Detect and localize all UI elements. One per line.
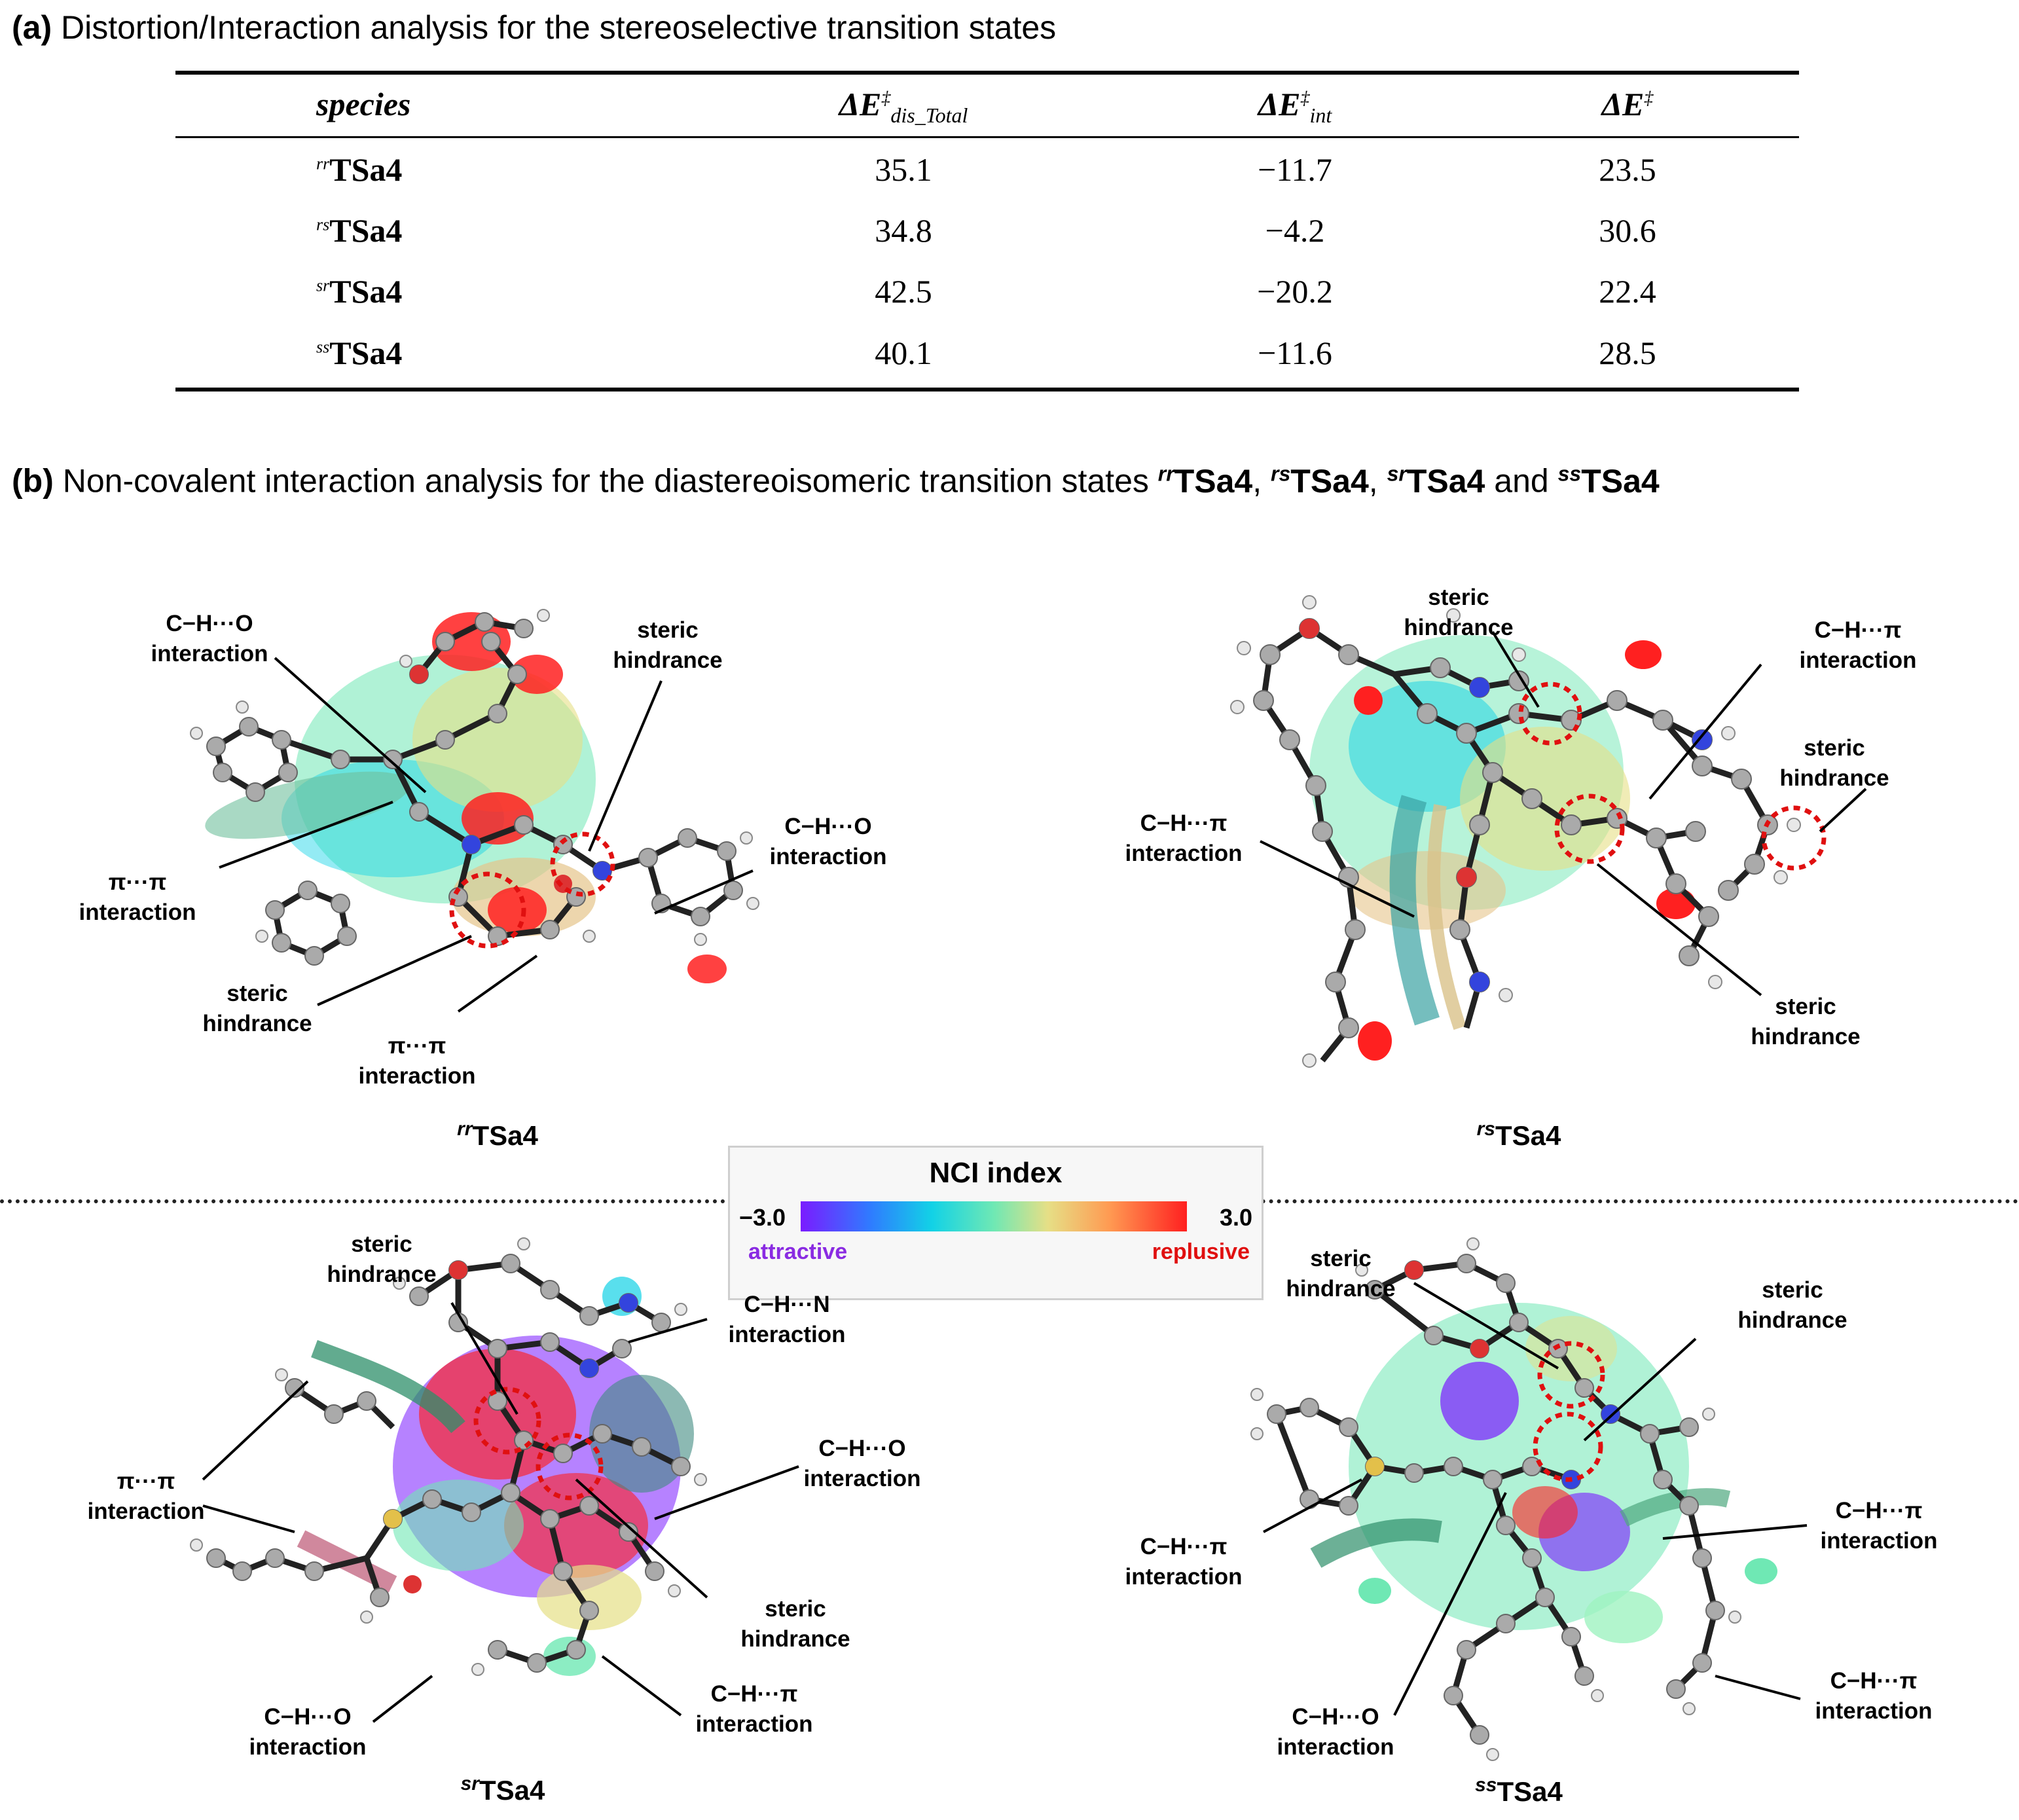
panel-sr: steric hindrance C−H···N interaction π···π…: [0, 1218, 1008, 1820]
panel-rr: C−H···O interaction steric hindrance C−H··…: [0, 543, 1008, 1165]
header-int: ΔE‡int: [1258, 86, 1332, 127]
heading-a: (a) Distortion/Interaction analysis for …: [12, 9, 1056, 47]
heading-b: (b) Non-covalent interaction analysis fo…: [12, 462, 1660, 500]
table-header-rule: [175, 136, 1799, 138]
nci-legend: NCI index −3.0 3.0 attractive replusive: [728, 1146, 1264, 1300]
molecule-sr-figure: [190, 1237, 799, 1723]
label-ch-pi-interaction: C−H···π interaction: [695, 1681, 813, 1737]
label-steric-hindrance: steric hindrance: [740, 1596, 850, 1652]
label-steric-hindrance: steric hindrance: [327, 1231, 437, 1287]
panel-rs: steric hindrance C−H···π interaction steri…: [1008, 524, 2019, 1165]
table-cell-total: 30.6: [1599, 212, 1656, 249]
table-cell-dis: 42.5: [875, 273, 932, 310]
table-cell-total: 22.4: [1599, 273, 1656, 310]
table-cell-int: −20.2: [1257, 273, 1333, 310]
molecule-rs-figure: [1230, 595, 1867, 1068]
heading-a-label: (a): [12, 9, 52, 46]
heading-b-name-sr: srTSa4: [1387, 462, 1485, 500]
label-pi-pi-interaction: π···π interaction: [358, 1033, 476, 1089]
molecule-ss-figure: [1250, 1237, 1808, 1761]
label-ch-pi-interaction: C−H···π interaction: [1820, 1498, 1938, 1554]
table-row-species: rrTSa4: [316, 151, 403, 188]
label-ch-o-interaction: C−H···O interaction: [151, 611, 268, 666]
heading-b-name-rr: rrTSa4: [1157, 462, 1253, 500]
legend-min-value: −3.0: [739, 1204, 786, 1231]
legend-attractive-label: attractive: [748, 1239, 848, 1264]
table-cell-int: −11.6: [1258, 335, 1332, 371]
label-steric-hindrance: steric hindrance: [1779, 735, 1889, 791]
heading-b-text: Non-covalent interaction analysis for th…: [62, 462, 1149, 500]
caption-rr: rrTSa4: [457, 1118, 538, 1151]
caption-ss: ssTSa4: [1475, 1774, 1563, 1807]
label-ch-o-interaction: C−H···O interaction: [769, 814, 887, 869]
label-ch-pi-interaction: C−H···π interaction: [1799, 617, 1917, 673]
table-cell-int: −11.7: [1258, 151, 1332, 188]
label-ch-o-interaction: C−H···O interaction: [1277, 1704, 1394, 1760]
heading-b-label: (b): [12, 462, 54, 500]
label-pi-pi-interaction: π···π interaction: [87, 1468, 205, 1524]
label-ch-n-interaction: C−H···N interaction: [728, 1292, 846, 1347]
table-cell-int: −4.2: [1265, 212, 1325, 249]
table-cell-total: 23.5: [1599, 151, 1656, 188]
label-steric-hindrance: steric hindrance: [202, 981, 312, 1036]
heading-b-name-rs: rsTSa4: [1271, 462, 1369, 500]
molecule-rr-figure: [190, 609, 759, 1013]
caption-sr: srTSa4: [460, 1773, 545, 1806]
legend-title: NCI index: [929, 1157, 1063, 1189]
legend-color-bar: [801, 1201, 1187, 1231]
table-row-species: srTSa4: [316, 273, 403, 310]
label-ch-pi-interaction: C−H···π interaction: [1125, 1534, 1243, 1590]
label-ch-o-interaction: C−H···O interaction: [249, 1704, 367, 1760]
table-row-species: rsTSa4: [316, 212, 403, 249]
legend-max-value: 3.0: [1219, 1204, 1252, 1231]
energy-table: species ΔE‡dis_Total ΔE‡int ΔE‡ rrTSa4 3…: [175, 71, 1799, 393]
heading-a-text: Distortion/Interaction analysis for the …: [61, 9, 1057, 46]
table-cell-dis: 34.8: [875, 212, 932, 249]
heading-b-name-ss: ssTSa4: [1557, 462, 1660, 500]
table-cell-dis: 40.1: [875, 335, 932, 371]
label-pi-pi-interaction: π···π interaction: [79, 869, 196, 925]
table-cell-total: 28.5: [1599, 335, 1656, 371]
label-steric-hindrance: steric hindrance: [1404, 585, 1514, 640]
label-ch-pi-interaction: C−H···π interaction: [1125, 810, 1243, 866]
label-steric-hindrance: steric hindrance: [1751, 994, 1861, 1049]
header-dis-total: ΔE‡dis_Total: [839, 86, 968, 127]
table-bottom-rule: [175, 388, 1799, 391]
header-total: ΔE‡: [1601, 86, 1654, 122]
label-ch-pi-interaction: C−H···π interaction: [1815, 1668, 1933, 1724]
label-steric-hindrance: steric hindrance: [1737, 1277, 1847, 1333]
table-cell-dis: 35.1: [875, 151, 932, 188]
caption-rs: rsTSa4: [1476, 1118, 1561, 1151]
label-ch-o-interaction: C−H···O interaction: [803, 1436, 921, 1491]
label-steric-hindrance: steric hindrance: [613, 617, 723, 673]
legend-repulsive-label: replusive: [1152, 1239, 1250, 1264]
table-top-rule: [175, 71, 1799, 75]
header-species: species: [316, 86, 411, 122]
label-steric-hindrance: steric hindrance: [1286, 1246, 1396, 1301]
table-row-species: ssTSa4: [316, 335, 403, 371]
panel-ss: steric hindrance steric hindrance C−H···π i…: [1008, 1218, 2019, 1820]
